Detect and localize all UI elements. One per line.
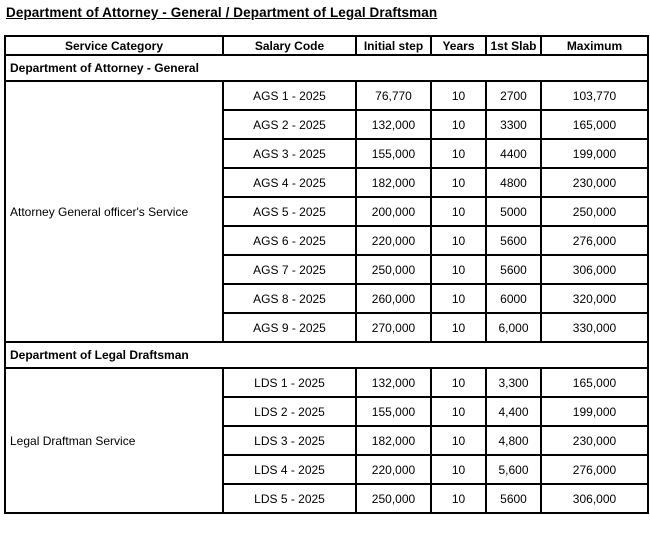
header-service-category: Service Category	[4, 35, 224, 56]
category-cell: Attorney General officer's Service	[4, 80, 224, 343]
first-slab-cell: 4,800	[485, 425, 542, 456]
salary-code-cell: AGS 5 - 2025	[222, 196, 357, 227]
initial-step-cell: 250,000	[355, 254, 432, 285]
first-slab-cell: 6,000	[485, 312, 542, 343]
header-salary-code: Salary Code	[222, 35, 357, 56]
table-row: AGS 3 - 2025 155,000 10 4400 199,000	[5, 138, 649, 169]
table-row: AGS 4 - 2025 182,000 10 4800 230,000	[5, 167, 649, 198]
initial-step-cell: 250,000	[355, 483, 432, 514]
section-label: Department of Legal Draftsman	[4, 341, 649, 369]
maximum-cell: 320,000	[540, 283, 649, 314]
years-cell: 10	[430, 225, 487, 256]
first-slab-cell: 5600	[485, 483, 542, 514]
years-cell: 10	[430, 254, 487, 285]
salary-code-cell: AGS 1 - 2025	[222, 80, 357, 111]
salary-code-cell: AGS 7 - 2025	[222, 254, 357, 285]
initial-step-cell: 132,000	[355, 367, 432, 398]
salary-code-cell: AGS 9 - 2025	[222, 312, 357, 343]
salary-code-cell: LDS 1 - 2025	[222, 367, 357, 398]
table-row: Attorney General officer's Service AGS 1…	[4, 80, 649, 343]
salary-code-cell: AGS 3 - 2025	[222, 138, 357, 169]
initial-step-cell: 182,000	[355, 167, 432, 198]
years-cell: 10	[430, 396, 487, 427]
initial-step-cell: 182,000	[355, 425, 432, 456]
first-slab-cell: 6000	[485, 283, 542, 314]
years-cell: 10	[430, 80, 487, 111]
years-cell: 10	[430, 454, 487, 485]
salary-code-cell: LDS 3 - 2025	[222, 425, 357, 456]
years-cell: 10	[430, 283, 487, 314]
initial-step-cell: 155,000	[355, 396, 432, 427]
salary-code-cell: LDS 4 - 2025	[222, 454, 357, 485]
maximum-cell: 250,000	[540, 196, 649, 227]
initial-step-cell: 220,000	[355, 225, 432, 256]
years-cell: 10	[430, 367, 487, 398]
header-row: Service Category Salary Code Initial ste…	[4, 35, 649, 56]
first-slab-cell: 5,600	[485, 454, 542, 485]
table-row: AGS 6 - 2025 220,000 10 5600 276,000	[5, 225, 649, 256]
first-slab-cell: 4400	[485, 138, 542, 169]
maximum-cell: 276,000	[540, 225, 649, 256]
table-row: AGS 8 - 2025 260,000 10 6000 320,000	[5, 283, 649, 314]
first-slab-cell: 2700	[485, 80, 542, 111]
table-row: Legal Draftman Service LDS 1 - 2025 132,…	[4, 367, 649, 514]
maximum-cell: 306,000	[540, 254, 649, 285]
years-cell: 10	[430, 109, 487, 140]
salary-code-cell: AGS 2 - 2025	[222, 109, 357, 140]
first-slab-cell: 5000	[485, 196, 542, 227]
header-initial-step: Initial step	[355, 35, 432, 56]
table-row: LDS 2 - 2025 155,000 10 4,400 199,000	[5, 396, 649, 427]
salary-code-cell: LDS 5 - 2025	[222, 483, 357, 514]
category-cell: Legal Draftman Service	[4, 367, 224, 514]
maximum-cell: 165,000	[540, 109, 649, 140]
initial-step-cell: 260,000	[355, 283, 432, 314]
initial-step-cell: 76,770	[355, 80, 432, 111]
maximum-cell: 165,000	[540, 367, 649, 398]
years-cell: 10	[430, 138, 487, 169]
years-cell: 10	[430, 196, 487, 227]
years-cell: 10	[430, 312, 487, 343]
maximum-cell: 199,000	[540, 396, 649, 427]
first-slab-cell: 4800	[485, 167, 542, 198]
maximum-cell: 306,000	[540, 483, 649, 514]
initial-step-cell: 155,000	[355, 138, 432, 169]
first-slab-cell: 3,300	[485, 367, 542, 398]
first-slab-cell: 5600	[485, 254, 542, 285]
header-maximum: Maximum	[540, 35, 649, 56]
table-row: AGS 5 - 2025 200,000 10 5000 250,000	[5, 196, 649, 227]
first-slab-cell: 3300	[485, 109, 542, 140]
maximum-cell: 230,000	[540, 425, 649, 456]
salary-code-cell: AGS 4 - 2025	[222, 167, 357, 198]
table-row: LDS 4 - 2025 220,000 10 5,600 276,000	[5, 454, 649, 485]
years-cell: 10	[430, 425, 487, 456]
salary-code-cell: AGS 8 - 2025	[222, 283, 357, 314]
salary-scale-table: Service Category Salary Code Initial ste…	[4, 35, 649, 514]
first-slab-cell: 5600	[485, 225, 542, 256]
years-cell: 10	[430, 167, 487, 198]
section-row-attorney-general: Department of Attorney - General	[4, 54, 649, 82]
section-row-legal-draftsman: Department of Legal Draftsman	[4, 341, 649, 369]
first-slab-cell: 4,400	[485, 396, 542, 427]
years-cell: 10	[430, 483, 487, 514]
maximum-cell: 103,770	[540, 80, 649, 111]
table-row: LDS 3 - 2025 182,000 10 4,800 230,000	[5, 425, 649, 456]
initial-step-cell: 270,000	[355, 312, 432, 343]
section-label: Department of Attorney - General	[4, 54, 649, 82]
table-row: LDS 5 - 2025 250,000 10 5600 306,000	[5, 483, 649, 514]
maximum-cell: 276,000	[540, 454, 649, 485]
initial-step-cell: 220,000	[355, 454, 432, 485]
header-years: Years	[430, 35, 487, 56]
salary-code-cell: AGS 6 - 2025	[222, 225, 357, 256]
maximum-cell: 330,000	[540, 312, 649, 343]
maximum-cell: 230,000	[540, 167, 649, 198]
maximum-cell: 199,000	[540, 138, 649, 169]
initial-step-cell: 200,000	[355, 196, 432, 227]
table-row: AGS 2 - 2025 132,000 10 3300 165,000	[5, 109, 649, 140]
table-row: AGS 9 - 2025 270,000 10 6,000 330,000	[5, 312, 649, 343]
table-row: AGS 7 - 2025 250,000 10 5600 306,000	[5, 254, 649, 285]
header-first-slab: 1st Slab	[485, 35, 542, 56]
initial-step-cell: 132,000	[355, 109, 432, 140]
page-title: Department of Attorney - General / Depar…	[6, 5, 438, 20]
salary-code-cell: LDS 2 - 2025	[222, 396, 357, 427]
